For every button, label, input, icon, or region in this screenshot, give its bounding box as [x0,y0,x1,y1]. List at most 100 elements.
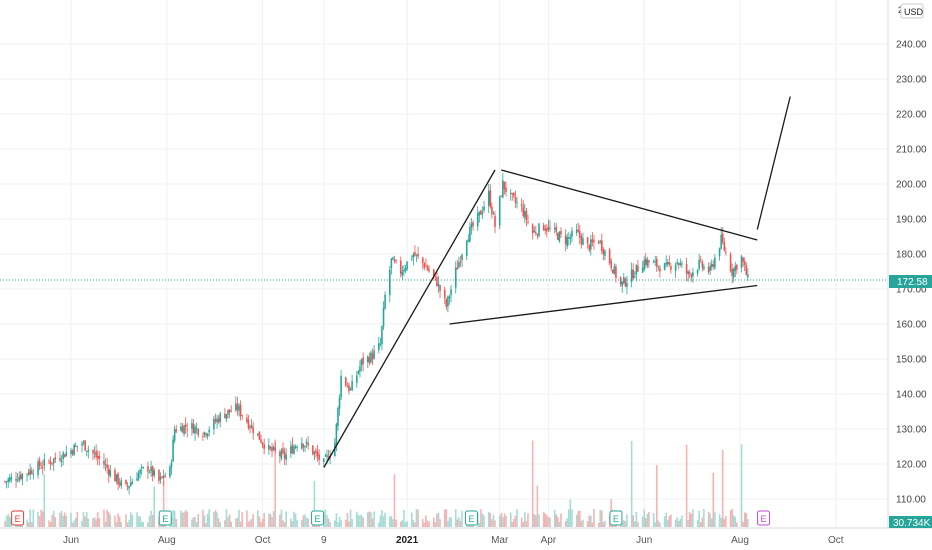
candle-body [263,444,265,449]
candle-body [736,264,738,270]
candle-body [564,235,567,245]
candle-body [601,240,603,251]
volume-bar [478,522,481,527]
x-tick-label: Jun [636,535,652,546]
candle-body [326,454,328,457]
y-tick-label: 140.00 [896,390,927,401]
volume-bar [622,520,625,527]
earnings-label: E [15,514,21,524]
volume-bar [348,521,350,527]
candle-body [63,454,66,458]
candle-body [371,353,374,360]
candle-body [461,254,463,261]
candle-body [690,274,693,277]
volume-bar [70,512,72,527]
volume-bar [564,521,567,527]
candle-body [569,237,572,239]
candle-body [136,478,138,481]
earnings-marker[interactable]: E [464,510,478,526]
candle-body [117,473,119,485]
candle-body [454,267,457,288]
candle-body [120,480,123,487]
volume-bar [459,520,462,527]
candle-body [626,282,628,287]
volume-bar [153,486,156,527]
earnings-marker[interactable]: E [757,510,771,526]
candle-body [621,281,624,287]
candle-body [513,193,515,197]
candle-body [26,473,28,475]
candle-body [732,268,735,278]
volume-bar [63,512,66,527]
earnings-marker[interactable]: E [158,510,172,526]
volume-bar [414,522,416,527]
volume-bar [635,511,638,527]
volume-bar [151,515,154,527]
y-tick-label: 130.00 [896,425,927,436]
x-tick-label: Apr [541,535,557,546]
volume-bar [745,512,748,527]
volume-bar [725,515,727,527]
candle-body [509,192,512,194]
earnings-marker[interactable]: E [311,510,325,526]
candle-body [139,469,141,474]
candle-body [131,481,134,485]
candle-body [472,222,474,227]
candle-body [668,262,671,265]
candle-body [412,254,415,258]
candle-body [239,404,242,416]
grid [0,0,888,528]
volume-bar [279,514,281,527]
currency-badge[interactable] [900,3,924,19]
volume-bar [326,514,328,527]
candle-body [384,294,386,309]
candle-body [459,261,462,263]
volume-bar [547,517,550,527]
volume-bar [115,522,118,527]
volume-bar [183,512,185,527]
candle-body [115,474,118,482]
candle-body [637,265,639,272]
volume-bar [707,511,710,527]
volume-bar [84,516,86,527]
volume-bar [195,522,198,527]
volume-bar [285,511,287,527]
candle-body [230,411,232,413]
volume-bar [654,522,656,527]
candle-body [81,443,83,446]
candle-body [191,422,193,429]
volume-bar [677,521,680,527]
candle-body [98,455,101,459]
volume-bar [356,511,358,527]
candle-body [415,254,418,256]
candle-body [571,230,573,237]
volume-bar [213,512,215,527]
candle-body [84,440,86,451]
volume-bar [447,521,449,527]
volume-bar [393,474,396,527]
candle-body [533,230,536,233]
volume-bar [655,465,658,527]
last-price-label: 172.58 [897,277,928,288]
earnings-marker[interactable]: E [11,510,25,526]
candle-body [109,470,112,477]
volume-bar [524,512,526,527]
candle-body [654,260,656,262]
trend-lines[interactable] [323,96,791,468]
volume-bar [8,516,11,527]
volume-bar [555,514,558,527]
volume-bar [590,515,592,527]
candle-body [633,276,636,278]
volume-bar [378,522,380,527]
volume-bar [136,512,138,527]
earnings-marker[interactable]: E [609,510,623,526]
candle-body [337,407,339,426]
y-tick-label: 210.00 [896,145,927,156]
candle-body [644,258,647,265]
candle-body [338,397,341,409]
candle-body [19,474,22,479]
candle-body [437,283,440,287]
candle-body [150,466,152,472]
